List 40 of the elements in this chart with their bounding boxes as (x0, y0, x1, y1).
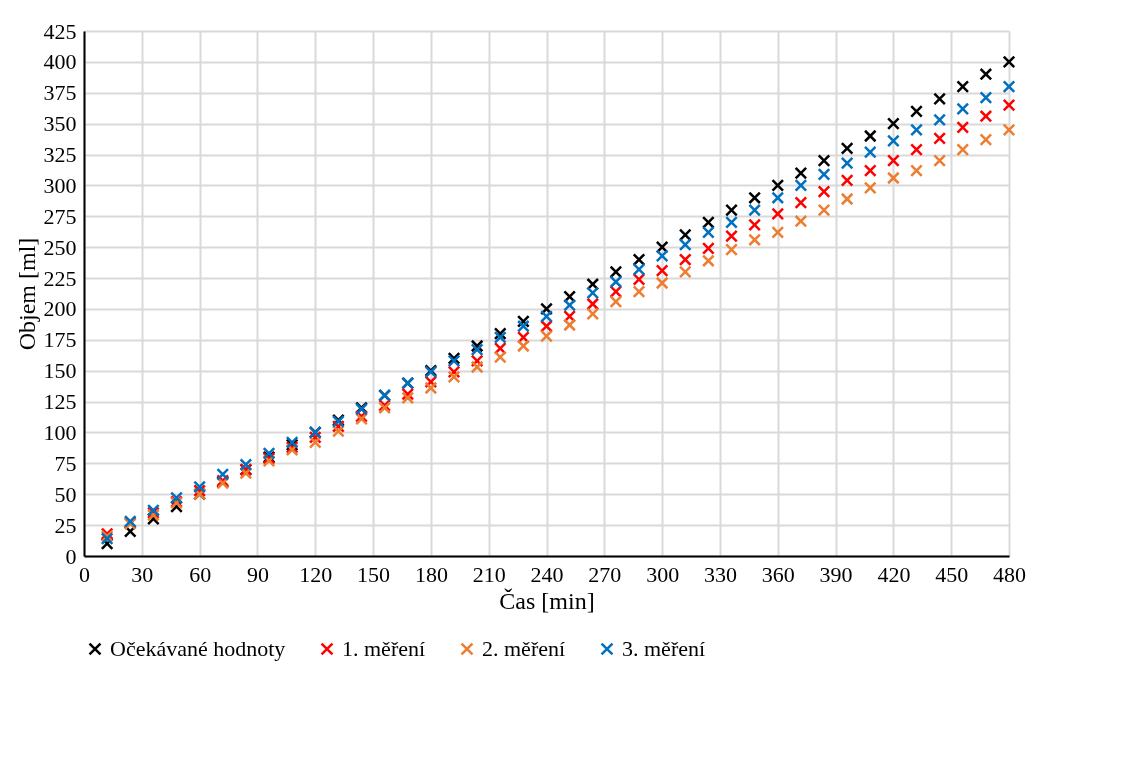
y-tick-label: 300 (43, 172, 77, 198)
y-tick-label: 75 (54, 450, 77, 476)
x-tick-label: 210 (472, 561, 506, 587)
y-tick-label: 150 (43, 358, 77, 384)
x-tick-label: 90 (246, 561, 269, 587)
x-tick-label: 480 (993, 561, 1026, 587)
x-tick-label: 270 (588, 561, 622, 587)
y-tick-label: 225 (43, 265, 77, 291)
y-tick-label: 50 (54, 481, 77, 507)
y-tick-label: 100 (43, 419, 77, 445)
x-tick-label: 300 (646, 561, 680, 587)
y-tick-label: 350 (43, 111, 77, 137)
x-tick-label: 120 (299, 561, 333, 587)
x-axis-title: Čas [min] (499, 587, 595, 614)
x-tick-label: 30 (131, 561, 154, 587)
y-axis-title: Objem [ml] (13, 237, 40, 351)
legend-label: 1. měření (342, 636, 426, 661)
x-tick-label: 180 (414, 561, 448, 587)
x-tick-label: 420 (877, 561, 911, 587)
y-tick-label: 375 (43, 80, 77, 106)
y-tick-label: 175 (43, 327, 77, 353)
y-tick-label: 400 (43, 49, 77, 75)
y-tick-label: 275 (43, 203, 77, 229)
y-tick-label: 425 (43, 18, 77, 44)
x-tick-label: 330 (703, 561, 737, 587)
y-tick-label: 125 (43, 389, 77, 415)
x-tick-label: 390 (819, 561, 853, 587)
y-tick-label: 200 (43, 296, 77, 322)
y-tick-label: 325 (43, 142, 77, 168)
x-tick-label: 450 (935, 561, 969, 587)
legend-label: Očekávané hodnoty (110, 636, 286, 661)
legend-label: 3. měření (622, 636, 706, 661)
x-tick-label: 360 (761, 561, 795, 587)
x-tick-label: 60 (189, 561, 212, 587)
x-tick-label: 150 (357, 561, 391, 587)
y-tick-label: 0 (65, 543, 77, 569)
legend-label: 2. měření (482, 636, 566, 661)
x-tick-label: 240 (530, 561, 564, 587)
y-tick-label: 25 (54, 512, 77, 538)
y-tick-label: 250 (43, 234, 77, 260)
